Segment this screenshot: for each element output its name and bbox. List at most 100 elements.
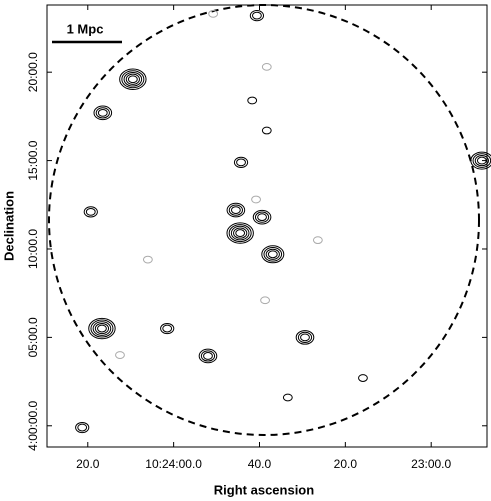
source: [252, 209, 272, 225]
source: [251, 195, 261, 204]
contour: [228, 224, 252, 243]
contour: [261, 62, 272, 71]
contour: [476, 156, 487, 165]
y-tick-label: 4:00:00.0: [26, 400, 40, 450]
y-tick-label: 05:00.0: [26, 317, 40, 357]
contour: [85, 207, 96, 216]
contour: [228, 204, 243, 216]
contour: [247, 96, 258, 105]
y-tick-label: 20:00.0: [26, 52, 40, 92]
contour: [474, 154, 489, 167]
contour: [208, 9, 219, 18]
contour: [261, 245, 285, 264]
contour: [97, 324, 107, 333]
contour: [267, 250, 278, 259]
contour: [233, 227, 248, 239]
contour: [90, 319, 114, 338]
contour: [77, 423, 88, 432]
contour: [198, 348, 218, 364]
source: [358, 374, 368, 382]
y-tick-label: 10:00.0: [26, 229, 40, 269]
contour: [249, 10, 265, 22]
x-tick-label: 20.0: [334, 457, 358, 471]
source: [282, 393, 293, 402]
contour: [261, 126, 272, 135]
contour: [297, 331, 313, 343]
contour: [257, 213, 267, 222]
contour: [123, 71, 143, 87]
source: [83, 206, 98, 218]
contour: [235, 229, 246, 237]
contour: [252, 11, 262, 20]
source: [115, 351, 125, 359]
contour: [295, 330, 315, 345]
contour: [203, 352, 213, 360]
x-axis-label: Right ascension: [214, 482, 314, 497]
source: [312, 236, 323, 245]
source: [226, 202, 246, 218]
contour: [251, 195, 261, 204]
contour: [226, 222, 254, 244]
field-circle: [48, 4, 480, 436]
source: [119, 68, 147, 90]
contour: [358, 374, 368, 382]
source: [470, 151, 491, 170]
contour: [260, 296, 270, 305]
source: [233, 156, 249, 168]
contour: [300, 333, 310, 342]
source: [75, 421, 90, 434]
source: [88, 317, 116, 340]
source: [260, 296, 270, 305]
contour: [312, 236, 323, 245]
contour: [94, 322, 110, 335]
x-tick-label: 23:00.0: [411, 457, 451, 471]
contour: [200, 350, 216, 362]
contour: [125, 73, 140, 85]
contour: [233, 156, 249, 168]
source: [249, 10, 265, 22]
scale-label: 1 Mpc: [67, 21, 104, 36]
x-tick-label: 10:24:00.0: [145, 457, 202, 471]
contour: [230, 225, 250, 241]
contour: [127, 75, 138, 84]
plot-frame: [46, 4, 488, 448]
contour: [236, 158, 246, 167]
contour: [230, 206, 241, 214]
contour: [121, 70, 145, 89]
contour: [119, 68, 147, 90]
source: [93, 105, 113, 121]
contour: [265, 248, 280, 260]
contour: [226, 202, 246, 218]
source: [247, 96, 258, 105]
contour: [162, 324, 173, 333]
source: [295, 330, 315, 345]
contour: [97, 108, 108, 117]
y-axis-label: Declination: [1, 191, 16, 261]
contour: [263, 246, 283, 262]
source: [198, 348, 218, 364]
contour: [115, 351, 125, 359]
source: [142, 255, 153, 264]
source: [208, 9, 219, 18]
y-tick-label: 15:00.0: [26, 140, 40, 180]
x-tick-label: 40.0: [248, 457, 272, 471]
contour: [470, 151, 491, 170]
contour: [92, 321, 112, 336]
contour: [93, 105, 113, 121]
source: [261, 245, 285, 264]
source: [261, 62, 272, 71]
contour: [160, 322, 175, 335]
contour: [252, 209, 272, 225]
contour: [142, 255, 153, 264]
source: [160, 322, 175, 335]
contour: [88, 317, 116, 340]
source: [226, 222, 254, 244]
contour: [254, 211, 270, 223]
source: [261, 126, 272, 135]
x-tick-label: 20.0: [76, 457, 100, 471]
contour: [83, 206, 98, 218]
contour: [75, 421, 90, 434]
contour: [95, 107, 110, 119]
contour: [282, 393, 293, 402]
